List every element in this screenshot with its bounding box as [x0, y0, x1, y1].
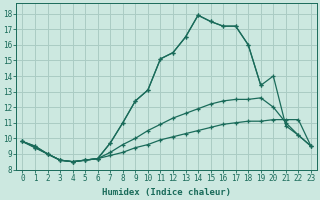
- X-axis label: Humidex (Indice chaleur): Humidex (Indice chaleur): [102, 188, 231, 197]
